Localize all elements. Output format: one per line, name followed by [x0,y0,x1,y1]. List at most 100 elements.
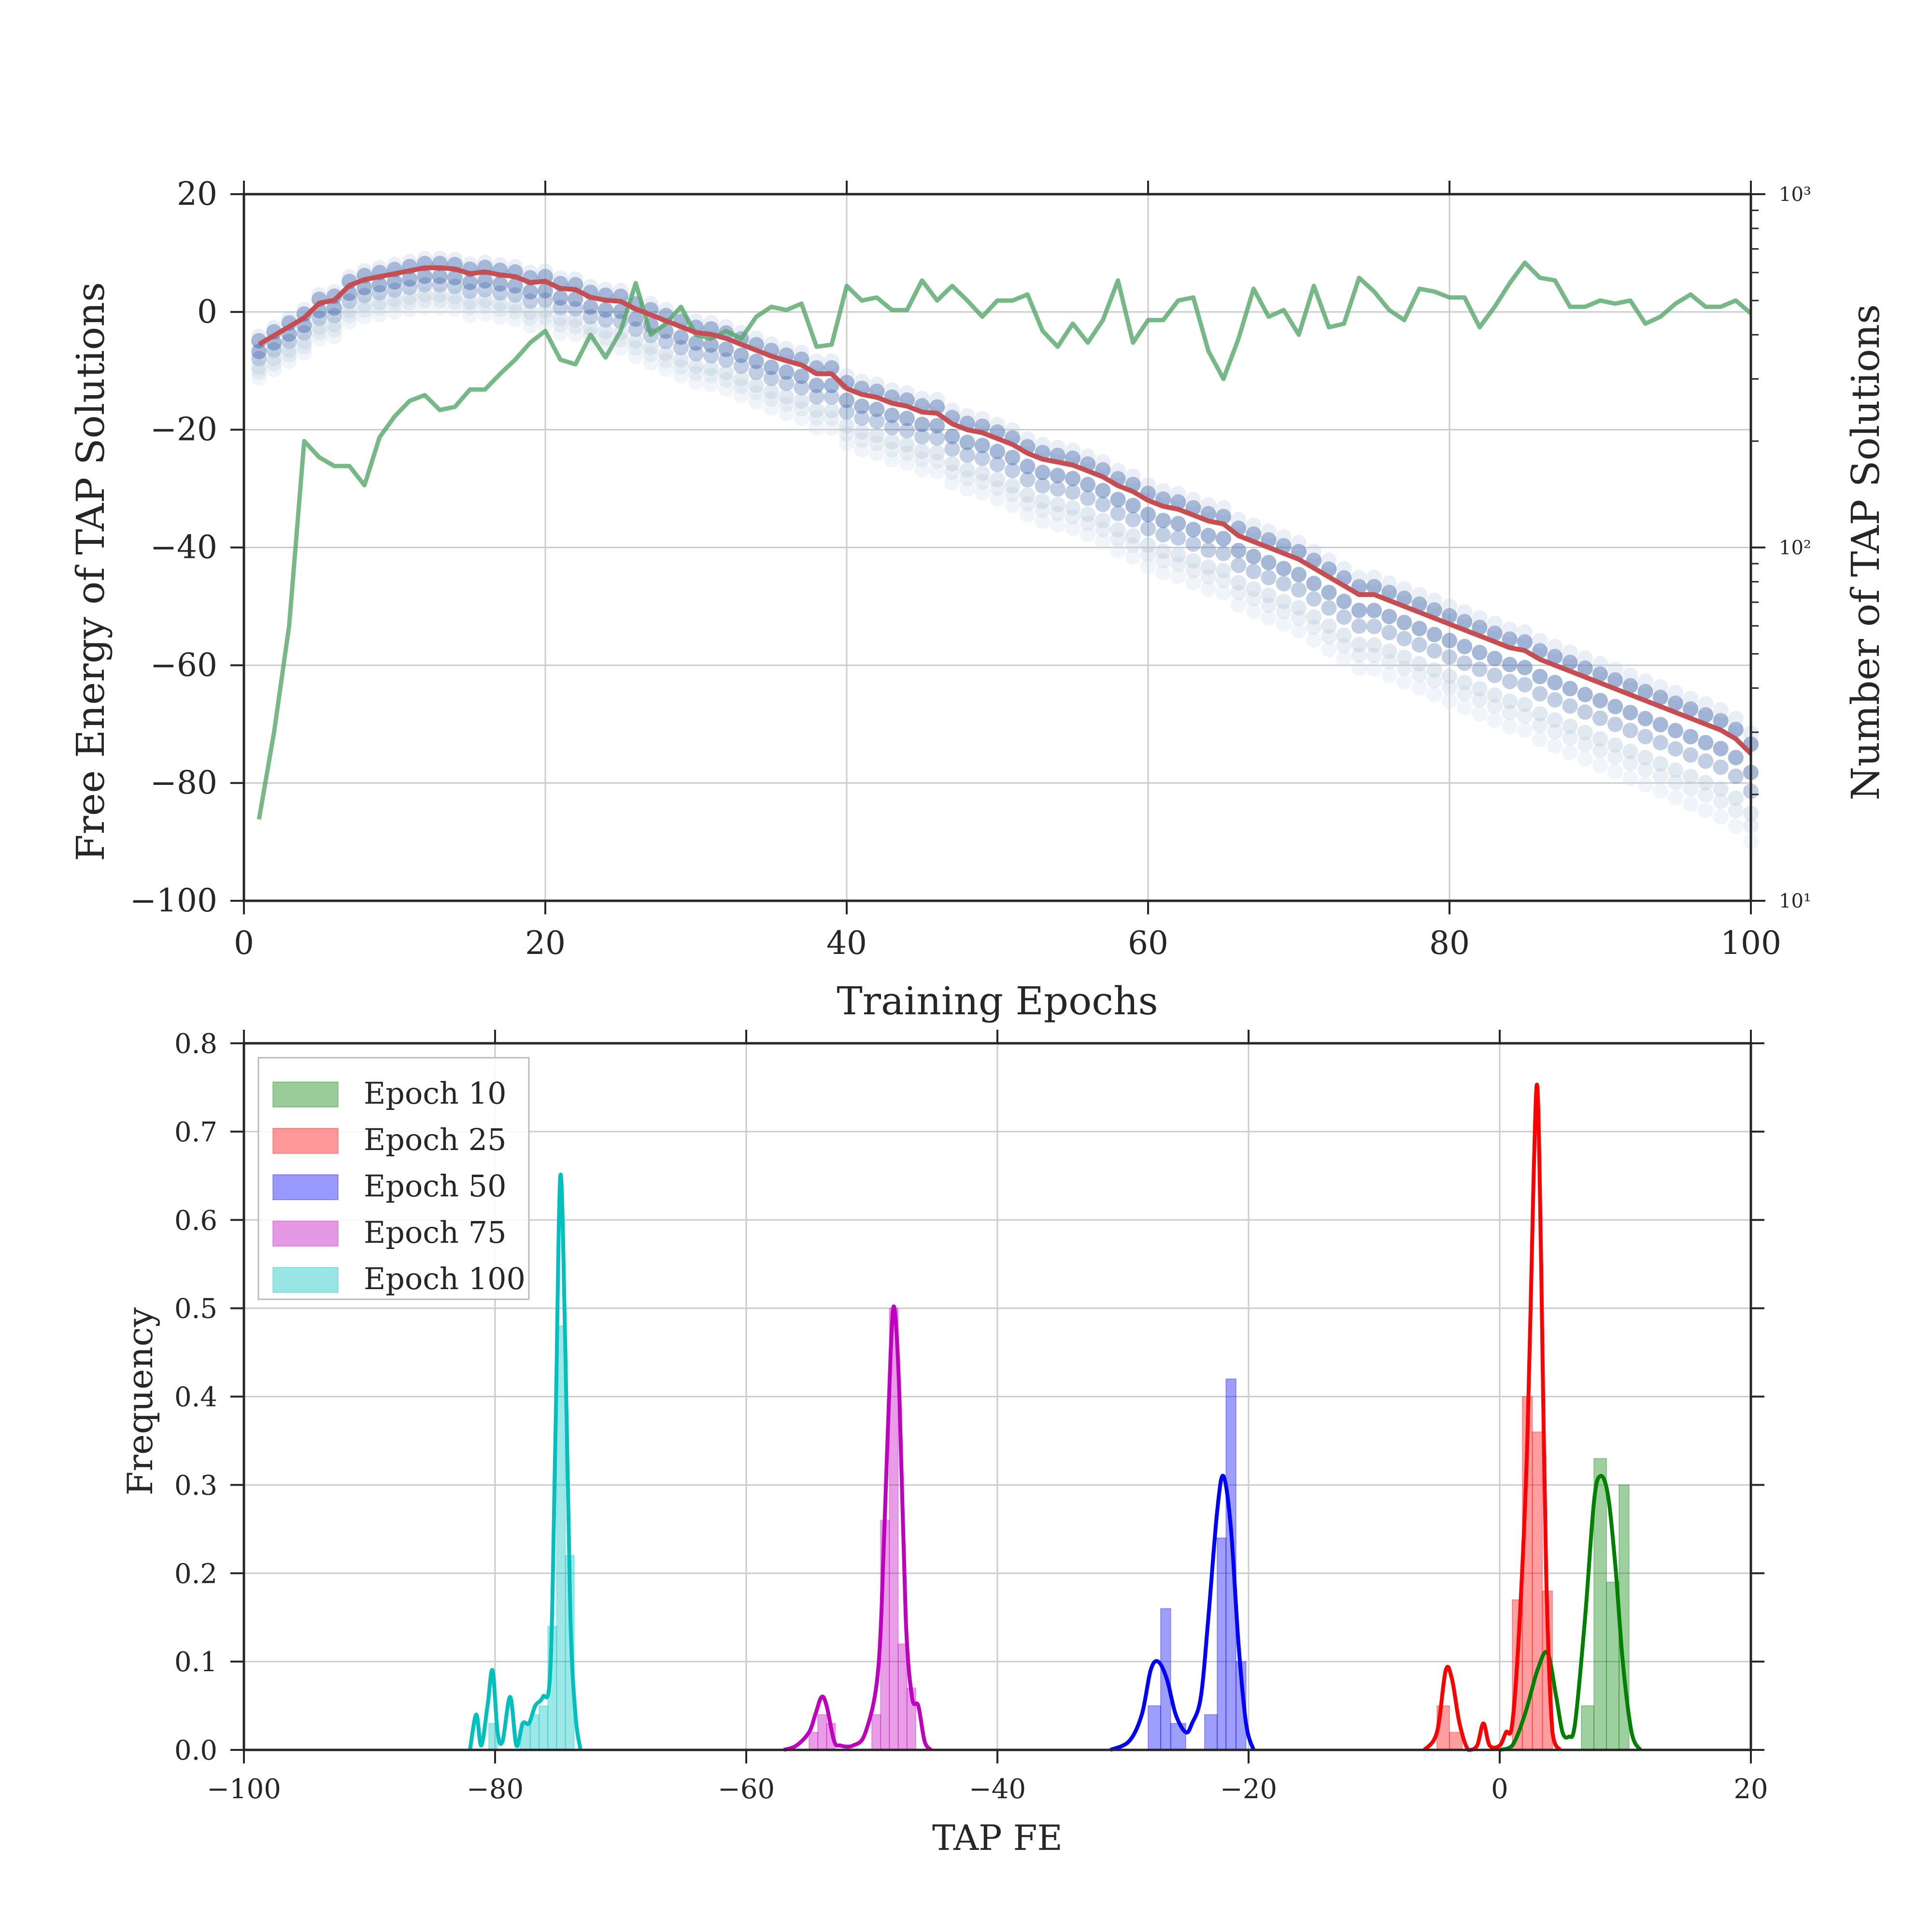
solution-point [1517,677,1533,693]
solution-point [974,465,990,481]
solution-point [1457,675,1473,691]
solution-point [371,285,387,301]
solution-point [1426,593,1442,609]
histogram-bar [1148,1705,1161,1750]
legend-box [257,1057,530,1300]
bottom-y-tick-label: 0.0 [174,1735,217,1766]
solution-point [673,368,689,384]
solution-point [1095,483,1111,498]
solution-point [1095,522,1111,538]
kde-curves [468,1082,1642,1752]
solution-point [1291,610,1307,626]
solution-point [538,317,553,333]
solution-point [1442,649,1457,665]
solution-point [1517,660,1533,676]
solution-point [402,271,418,287]
solution-point [764,384,779,399]
solution-point [1547,712,1563,728]
solution-point [929,430,945,446]
solution-point [387,292,402,308]
histogram-bar [897,1643,908,1751]
top-right-tick-label: 10¹ [1779,890,1811,912]
solution-point [1426,686,1442,702]
bottom-chart: −100 −80 −60 −40 −20 0 20 0.0 0.1 0.2 0.3 0.4 0.5 0.6… [120,1028,1768,1858]
solution-point [1020,487,1036,503]
solution-point [1547,738,1563,754]
solution-point [869,427,885,443]
solution-point [522,310,538,326]
solution-point [613,340,628,356]
solution-point [522,304,538,320]
solution-point [1276,529,1292,545]
solution-point [794,410,810,426]
solution-point [1622,723,1638,739]
solution-point [1411,587,1427,603]
solution-point [312,325,327,341]
solution-point [1577,736,1593,752]
solution-point [794,344,810,360]
solution-point [1713,809,1729,825]
solution-point [1622,770,1638,786]
solution-point [1200,542,1216,558]
solution-point [1502,631,1518,647]
solution-point [733,371,749,387]
solution-point [854,424,870,440]
solution-point [1442,668,1457,684]
solution-point [477,254,493,270]
solution-point [1411,596,1427,612]
solution-point [1472,692,1488,708]
solution-point [748,364,764,380]
solution-point [597,312,613,328]
solution-point [1216,572,1231,588]
solution-point [251,359,267,375]
bottom-x-tick-label: −40 [969,1774,1026,1805]
solution-point [507,259,523,275]
solution-point [1216,531,1231,547]
solution-point [1683,747,1699,763]
solution-point [1005,463,1021,479]
solution-point [1426,662,1442,678]
solution-point [1336,594,1352,610]
solution-point [1291,535,1307,551]
top-ticks: 0 20 40 60 80 100 20 0 −20 −40 −60 −80 −100 10³ 10² 10¹ [130,175,1811,962]
solution-point [703,360,719,376]
solution-point [432,251,448,267]
bottom-x-axis-label: TAP FE [932,1818,1063,1858]
solution-point [1577,751,1593,767]
solution-point [673,340,689,355]
solution-point [1698,735,1714,751]
solution-point [1607,672,1623,688]
solution-point [492,301,508,317]
kde-curve [468,1172,582,1750]
solution-point [959,435,975,451]
solution-point [839,426,854,441]
solution-point [387,304,402,320]
solution-point [1592,710,1608,726]
solution-point [1140,521,1156,537]
top-y-tick-label: −40 [150,529,217,566]
solution-point [1035,502,1051,518]
solution-point [1698,753,1714,769]
solution-point [1502,693,1518,709]
solution-point [854,373,870,389]
solution-point [688,358,704,374]
solution-point [658,301,674,317]
solution-point [1231,542,1247,558]
solution-point [1366,618,1382,634]
legend-swatch [272,1267,339,1293]
solution-point [1562,644,1578,660]
solution-point [1426,673,1442,689]
solution-point [794,401,810,417]
bottom-y-tick-label: 0.7 [174,1117,217,1148]
solution-point [1351,602,1367,618]
solution-point [1487,651,1503,667]
bottom-y-tick-label: 0.4 [174,1382,217,1413]
solution-point [1396,614,1412,630]
solution-point [1381,625,1397,640]
solution-point [1502,705,1518,721]
solution-point [1532,686,1548,702]
solution-point [1607,662,1623,678]
solution-point [1668,790,1683,806]
solution-point [417,286,433,302]
solution-point [1170,494,1186,510]
